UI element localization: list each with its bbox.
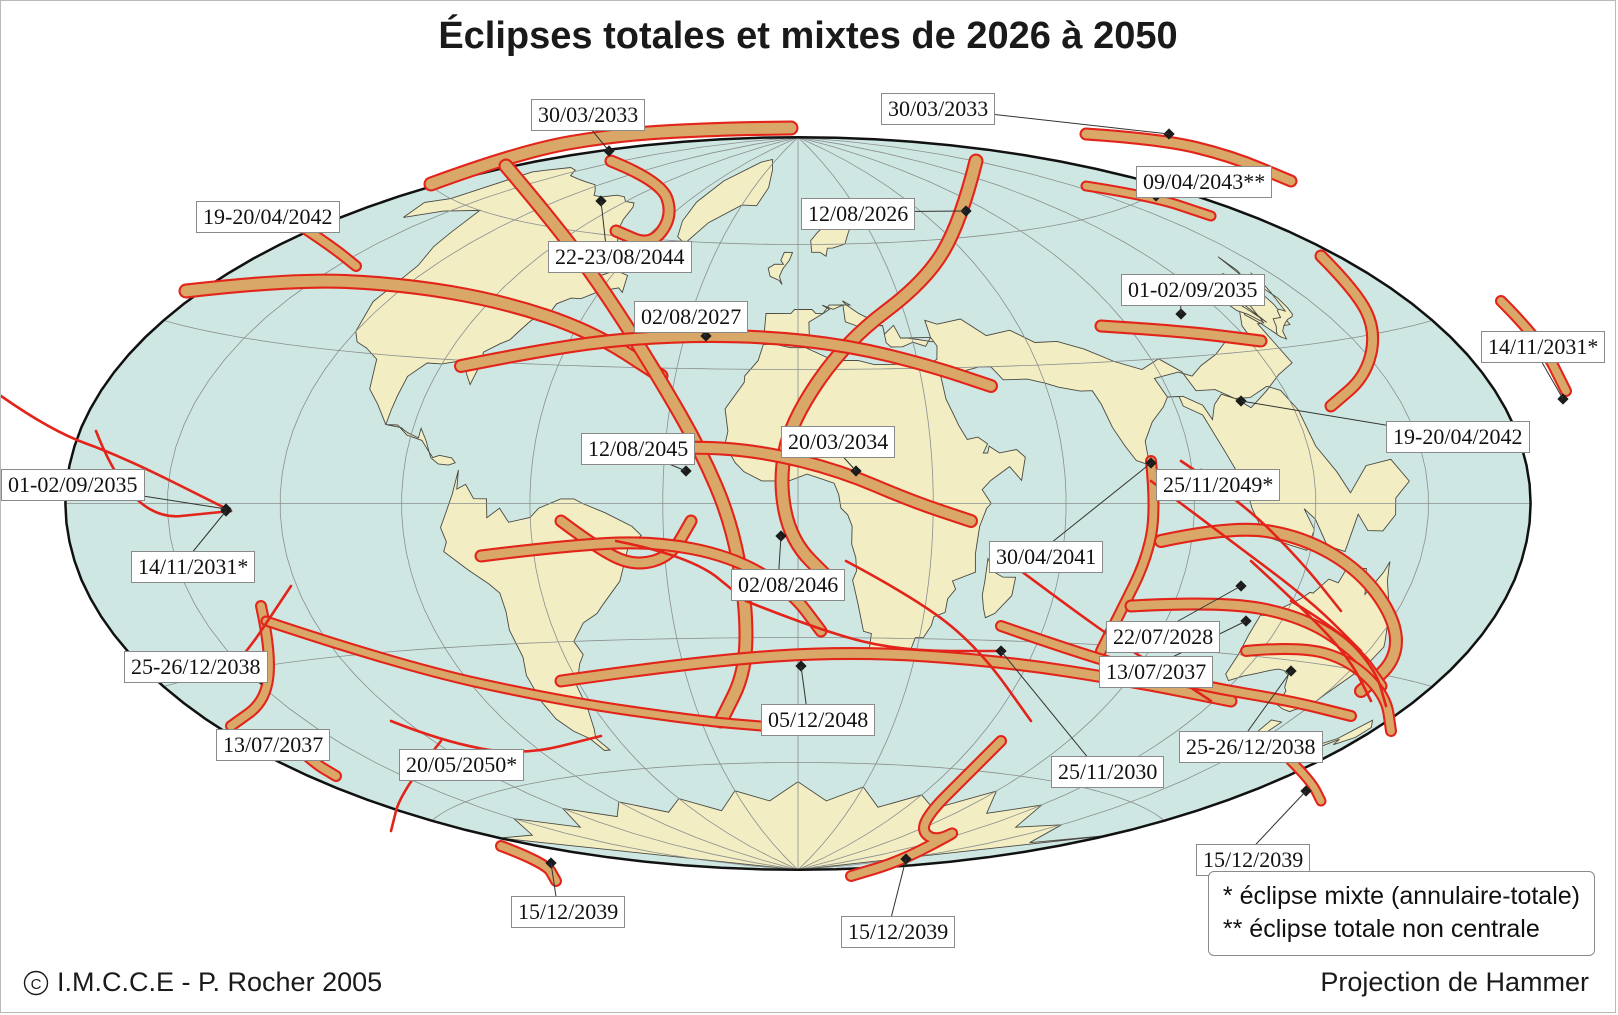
svg-text:C: C <box>31 976 42 993</box>
